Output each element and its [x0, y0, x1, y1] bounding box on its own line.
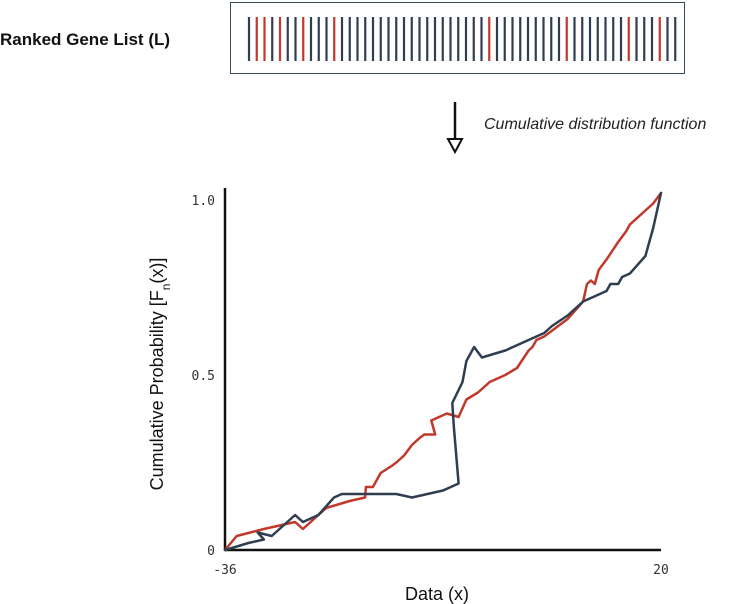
down-arrow-icon [446, 102, 464, 155]
x-tick-label: 20 [653, 563, 669, 578]
y-tick-label: 1.0 [192, 194, 215, 209]
y-axis-title: Cumulative Probability [Fn(x)] [147, 258, 173, 491]
cdf-arrow-label: Cumulative distribution function [484, 116, 707, 133]
y-axis-title-end: (x)] [147, 258, 167, 284]
ranked-gene-list-label: Ranked Gene List (L) [0, 30, 171, 49]
gene-bar-strip [247, 17, 677, 61]
cdf-series-line-dark [223, 191, 663, 552]
cdf-series-line-red [223, 191, 663, 552]
y-axis-title-main: Cumulative Probability [F [147, 290, 167, 490]
y-axis-title-subscript: n [159, 284, 173, 291]
y-tick-label: 0 [207, 544, 215, 559]
ranked-gene-list-box [230, 2, 685, 74]
x-axis-title: Data (x) [405, 584, 469, 604]
y-tick-label: 0.5 [192, 369, 215, 384]
x-tick-label: -36 [213, 563, 236, 578]
